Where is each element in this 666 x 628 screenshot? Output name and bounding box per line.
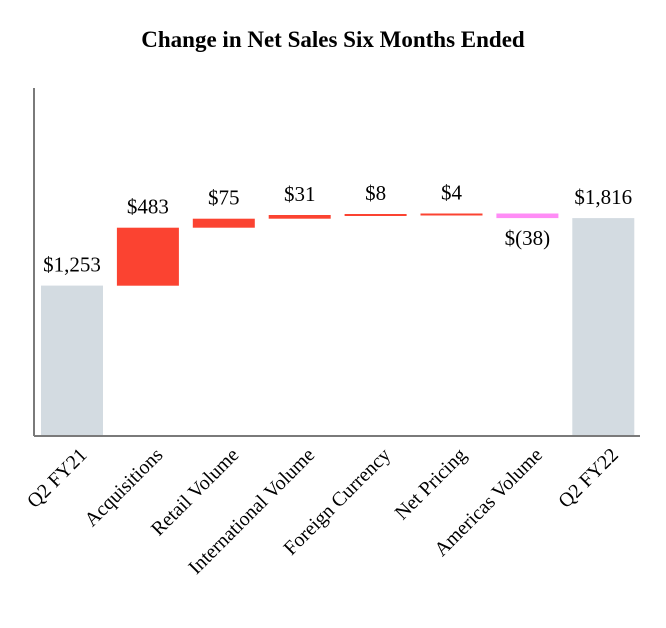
bar-international-volume — [268, 215, 331, 219]
value-label: $1,816 — [574, 185, 632, 209]
value-labels-layer: $1,253 $483 $75 $31 $8 $4 $(38) $1,816 — [43, 181, 632, 277]
bar-acquisitions — [116, 227, 179, 286]
chart-title: Change in Net Sales Six Months Ended — [141, 27, 525, 52]
value-label: $31 — [284, 182, 316, 206]
value-label: $8 — [365, 181, 386, 205]
bar-foreign-currency — [344, 214, 407, 216]
bar-net-pricing — [420, 213, 483, 216]
bars-layer — [41, 213, 635, 436]
value-label: $1,253 — [43, 253, 101, 277]
value-label: $4 — [441, 181, 463, 205]
category-label: Net Pricing — [391, 444, 471, 524]
bar-americas-volume — [496, 213, 559, 219]
category-label: International Volume — [184, 444, 319, 579]
category-label: Q2 FY22 — [554, 444, 623, 513]
category-label: Q2 FY21 — [23, 444, 92, 513]
value-label: $75 — [208, 186, 240, 210]
value-label: $(38) — [505, 226, 551, 250]
bar-q2-fy21 — [41, 285, 103, 436]
bar-retail-volume — [192, 218, 255, 228]
bar-q2-fy22 — [572, 218, 635, 436]
value-label: $483 — [127, 195, 169, 219]
